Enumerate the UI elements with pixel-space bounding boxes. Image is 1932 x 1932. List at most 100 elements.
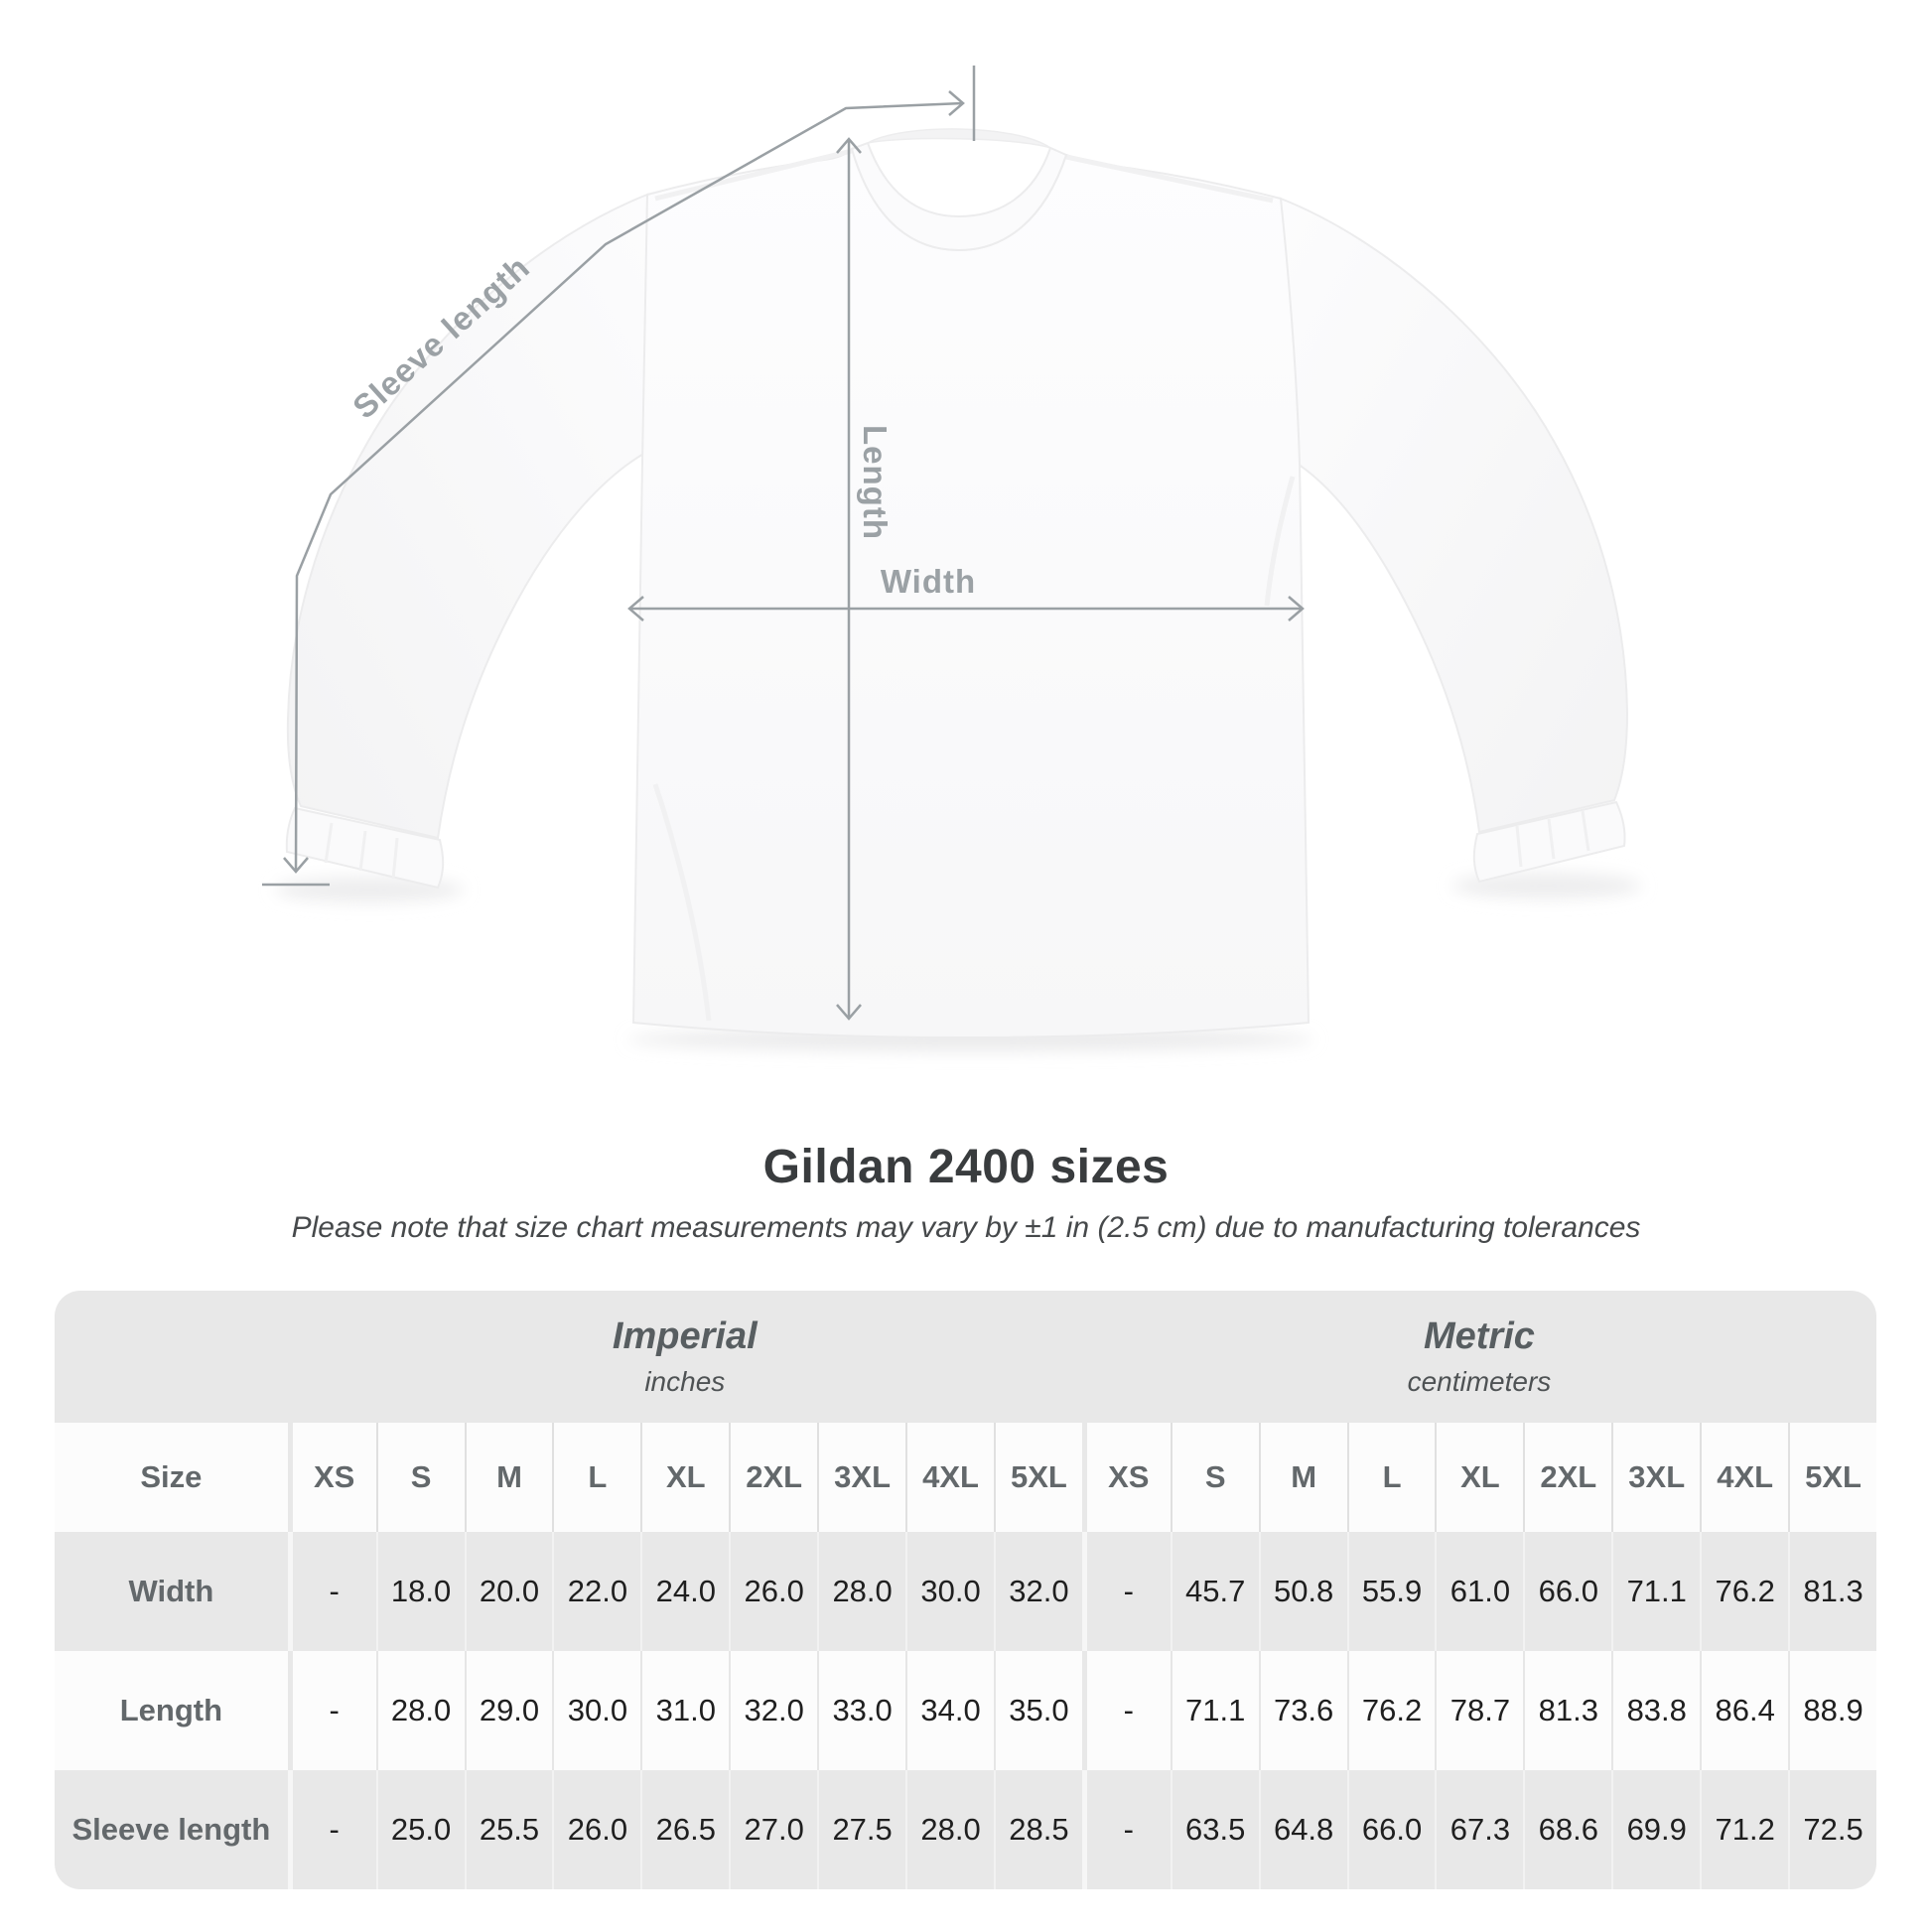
row-label-length: Length — [119, 1693, 223, 1727]
value-cell: 78.7 — [1435, 1651, 1523, 1770]
row-label-width: Width — [128, 1574, 214, 1608]
width-row: Width - 18.0 20.0 22.0 24.0 26.0 28.0 30… — [55, 1532, 1876, 1651]
units-corner-spacer — [55, 1291, 288, 1423]
size-header-metric-xs: XS — [1081, 1423, 1171, 1532]
shirt-back-collar — [867, 128, 1051, 149]
value-cell: 30.0 — [905, 1532, 994, 1651]
value-cell: 68.6 — [1523, 1770, 1611, 1889]
value-cell: 71.1 — [1611, 1532, 1700, 1651]
page-title: Gildan 2400 sizes — [762, 1141, 1170, 1193]
value-cell: 81.3 — [1523, 1651, 1611, 1770]
value-cell: 18.0 — [375, 1532, 465, 1651]
size-header-imperial-xl: XL — [640, 1423, 729, 1532]
value-cell: 29.0 — [464, 1651, 553, 1770]
sleeve-length-row: Sleeve length - 25.0 25.5 26.0 26.5 27.0… — [55, 1770, 1876, 1889]
value-cell: 28.0 — [375, 1651, 465, 1770]
value-cell: 24.0 — [640, 1532, 729, 1651]
column-header-size: Size — [140, 1459, 203, 1494]
right-cuff-ribbing — [1515, 810, 1590, 868]
measurement-lines — [262, 66, 1305, 1021]
value-cell: - — [1081, 1532, 1171, 1651]
value-cell: 25.5 — [464, 1770, 553, 1889]
value-cell: 72.5 — [1788, 1770, 1876, 1889]
value-cell: - — [1081, 1651, 1171, 1770]
value-cell: 20.0 — [464, 1532, 553, 1651]
value-cell: 45.7 — [1170, 1532, 1259, 1651]
size-header-metric-3xl: 3XL — [1611, 1423, 1700, 1532]
size-header-metric-l: L — [1346, 1423, 1436, 1532]
shirt-right-cuff — [1472, 800, 1626, 884]
size-header-metric-4xl: 4XL — [1700, 1423, 1788, 1532]
left-cuff-ribbing — [324, 822, 399, 880]
value-cell: 76.2 — [1700, 1532, 1788, 1651]
value-cell: 26.5 — [640, 1770, 729, 1889]
value-cell: 66.0 — [1523, 1532, 1611, 1651]
width-label: Width — [881, 563, 976, 600]
fabric-creases — [652, 148, 1296, 1022]
value-cell: 64.8 — [1258, 1770, 1347, 1889]
length-label: Length — [857, 425, 894, 540]
width-arrow-right — [1288, 596, 1305, 621]
value-cell: - — [1081, 1770, 1171, 1889]
shirt-left-cuff — [285, 806, 445, 890]
value-cell: 88.9 — [1788, 1651, 1876, 1770]
value-cell: 83.8 — [1611, 1651, 1700, 1770]
sleeve-length-line — [294, 101, 964, 873]
value-cell: 28.5 — [993, 1770, 1082, 1889]
value-cell: 76.2 — [1346, 1651, 1436, 1770]
size-header-imperial-xs: XS — [287, 1423, 376, 1532]
value-cell: 86.4 — [1700, 1651, 1788, 1770]
value-cell: 28.0 — [905, 1770, 994, 1889]
size-header-row: Size XS S M L XL 2XL 3XL 4XL 5XL XS S M … — [55, 1423, 1876, 1532]
metric-label: Metric — [1423, 1315, 1535, 1357]
value-cell: 71.1 — [1170, 1651, 1259, 1770]
size-chart-table: Imperial inches Metric centimeters Size … — [55, 1291, 1876, 1889]
value-cell: 31.0 — [640, 1651, 729, 1770]
value-cell: 66.0 — [1346, 1770, 1436, 1889]
value-cell: 28.0 — [817, 1532, 905, 1651]
value-cell: 26.0 — [552, 1770, 640, 1889]
size-header-metric-s: S — [1170, 1423, 1259, 1532]
value-cell: 61.0 — [1435, 1532, 1523, 1651]
shirt-left-sleeve — [286, 193, 649, 840]
value-cell: 63.5 — [1170, 1770, 1259, 1889]
value-cell: 55.9 — [1346, 1532, 1436, 1651]
size-header-imperial-s: S — [375, 1423, 465, 1532]
value-cell: 50.8 — [1258, 1532, 1347, 1651]
metric-group-header: Metric centimeters — [1082, 1291, 1876, 1423]
size-header-imperial-5xl: 5XL — [993, 1423, 1082, 1532]
imperial-label: Imperial — [612, 1315, 758, 1357]
size-header-imperial-2xl: 2XL — [729, 1423, 817, 1532]
width-arrow-left — [627, 596, 644, 621]
metric-unit-label: centimeters — [1407, 1366, 1552, 1397]
size-header-imperial-m: M — [464, 1423, 553, 1532]
value-cell: 34.0 — [905, 1651, 994, 1770]
value-cell: - — [287, 1532, 376, 1651]
value-cell: 33.0 — [817, 1651, 905, 1770]
size-header-imperial-3xl: 3XL — [817, 1423, 905, 1532]
row-label-sleeve-length: Sleeve length — [71, 1812, 271, 1847]
value-cell: 27.0 — [729, 1770, 817, 1889]
value-cell: 27.5 — [817, 1770, 905, 1889]
value-cell: 69.9 — [1611, 1770, 1700, 1889]
units-header-row: Imperial inches Metric centimeters — [55, 1291, 1876, 1423]
imperial-unit-label: inches — [644, 1366, 726, 1397]
length-arrow-down — [836, 1004, 862, 1021]
value-cell: - — [287, 1770, 376, 1889]
shirt-collar-ribbing — [850, 141, 1068, 252]
value-cell: - — [287, 1651, 376, 1770]
value-cell: 32.0 — [993, 1532, 1082, 1651]
size-header-metric-5xl: 5XL — [1788, 1423, 1876, 1532]
sleeve-arrow-down — [283, 857, 309, 874]
length-arrow-up — [836, 137, 862, 154]
value-cell: 30.0 — [552, 1651, 640, 1770]
value-cell: 25.0 — [375, 1770, 465, 1889]
value-cell: 32.0 — [729, 1651, 817, 1770]
value-cell: 73.6 — [1258, 1651, 1347, 1770]
value-cell: 67.3 — [1435, 1770, 1523, 1889]
size-header-imperial-4xl: 4XL — [905, 1423, 994, 1532]
value-cell: 35.0 — [993, 1651, 1082, 1770]
sleeve-arrow-right — [948, 90, 965, 116]
shirt-right-sleeve — [1279, 197, 1629, 834]
